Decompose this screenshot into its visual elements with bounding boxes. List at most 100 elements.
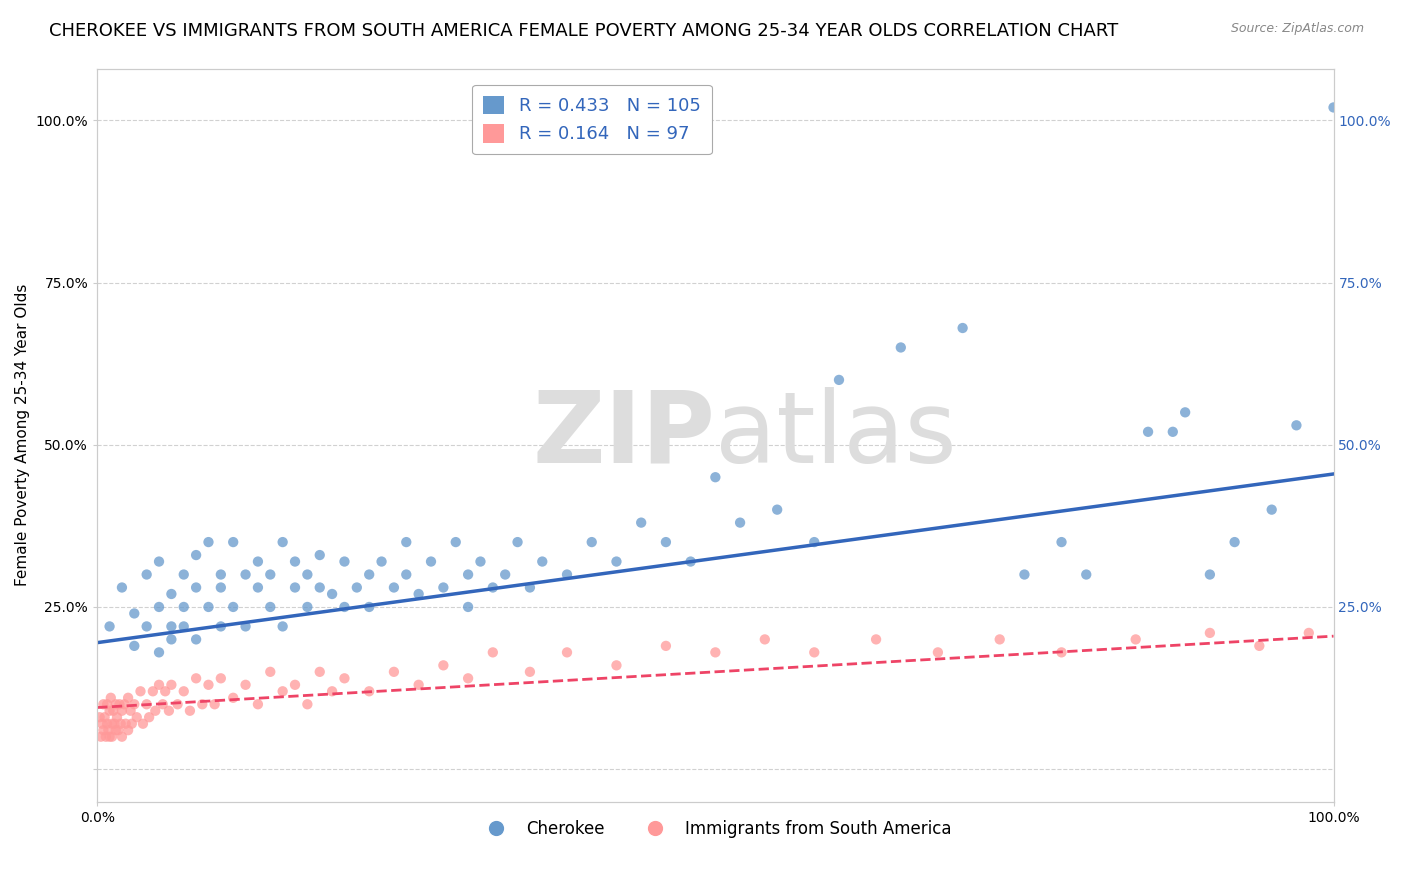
Point	[704, 645, 727, 659]
Point	[98, 730, 121, 744]
Point	[117, 723, 139, 738]
Text: ZIP: ZIP	[533, 386, 716, 483]
Point	[173, 619, 195, 633]
Point	[1125, 632, 1147, 647]
Point	[173, 684, 195, 698]
Point	[382, 581, 405, 595]
Point	[98, 619, 121, 633]
Point	[107, 723, 129, 738]
Point	[457, 671, 479, 685]
Point	[359, 684, 381, 698]
Point	[120, 704, 142, 718]
Point	[457, 567, 479, 582]
Point	[246, 581, 269, 595]
Point	[803, 535, 825, 549]
Text: CHEROKEE VS IMMIGRANTS FROM SOUTH AMERICA FEMALE POVERTY AMONG 25-34 YEAR OLDS C: CHEROKEE VS IMMIGRANTS FROM SOUTH AMERIC…	[49, 22, 1118, 40]
Point	[97, 723, 120, 738]
Point	[259, 567, 281, 582]
Point	[408, 587, 430, 601]
Point	[952, 321, 974, 335]
Point	[259, 665, 281, 679]
Point	[121, 716, 143, 731]
Point	[308, 548, 330, 562]
Point	[222, 599, 245, 614]
Point	[346, 581, 368, 595]
Point	[114, 716, 136, 731]
Point	[93, 698, 115, 712]
Point	[605, 555, 627, 569]
Point	[105, 710, 128, 724]
Point	[1050, 645, 1073, 659]
Point	[235, 678, 257, 692]
Point	[108, 698, 131, 712]
Point	[197, 599, 219, 614]
Point	[104, 698, 127, 712]
Point	[101, 730, 124, 744]
Point	[271, 535, 294, 549]
Point	[222, 690, 245, 705]
Point	[333, 671, 356, 685]
Point	[184, 548, 207, 562]
Point	[209, 619, 232, 633]
Point	[155, 684, 177, 698]
Point	[382, 665, 405, 679]
Point	[135, 698, 157, 712]
Point	[204, 698, 226, 712]
Point	[766, 502, 789, 516]
Point	[101, 716, 124, 731]
Point	[209, 581, 232, 595]
Point	[148, 599, 170, 614]
Point	[284, 555, 307, 569]
Point	[166, 698, 188, 712]
Point	[655, 639, 678, 653]
Point	[235, 619, 257, 633]
Point	[96, 716, 118, 731]
Point	[173, 567, 195, 582]
Point	[1223, 535, 1246, 549]
Point	[408, 678, 430, 692]
Point	[111, 704, 134, 718]
Point	[890, 341, 912, 355]
Point	[135, 619, 157, 633]
Point	[370, 555, 392, 569]
Point	[308, 581, 330, 595]
Point	[91, 716, 114, 731]
Point	[93, 710, 115, 724]
Point	[297, 567, 319, 582]
Point	[284, 678, 307, 692]
Point	[89, 710, 111, 724]
Legend: Cherokee, Immigrants from South America: Cherokee, Immigrants from South America	[472, 814, 957, 845]
Point	[321, 587, 343, 601]
Point	[111, 581, 134, 595]
Point	[581, 535, 603, 549]
Point	[110, 716, 132, 731]
Point	[271, 684, 294, 698]
Point	[1137, 425, 1160, 439]
Point	[117, 690, 139, 705]
Point	[704, 470, 727, 484]
Point	[1161, 425, 1184, 439]
Point	[284, 581, 307, 595]
Point	[555, 645, 578, 659]
Point	[90, 730, 112, 744]
Point	[124, 607, 146, 621]
Point	[655, 535, 678, 549]
Point	[1322, 100, 1344, 114]
Point	[432, 658, 454, 673]
Point	[209, 567, 232, 582]
Point	[754, 632, 776, 647]
Point	[157, 704, 180, 718]
Point	[160, 587, 183, 601]
Point	[129, 684, 152, 698]
Point	[111, 730, 134, 744]
Point	[235, 567, 257, 582]
Point	[297, 698, 319, 712]
Point	[100, 690, 122, 705]
Point	[1014, 567, 1036, 582]
Y-axis label: Female Poverty Among 25-34 Year Olds: Female Poverty Among 25-34 Year Olds	[15, 284, 30, 586]
Point	[197, 535, 219, 549]
Point	[179, 704, 201, 718]
Point	[482, 645, 505, 659]
Point	[531, 555, 554, 569]
Point	[160, 632, 183, 647]
